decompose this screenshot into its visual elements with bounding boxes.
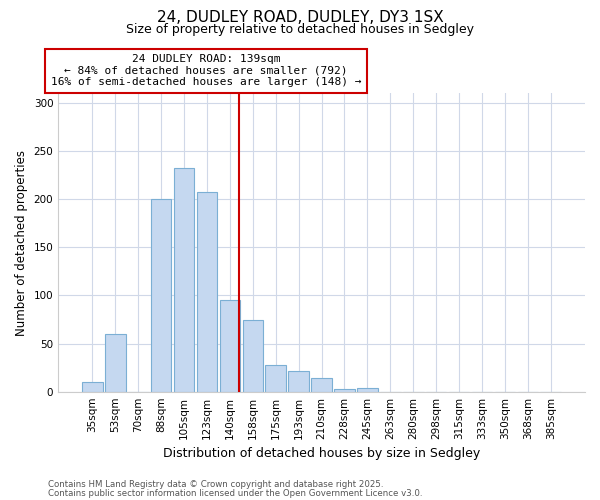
Bar: [242, 320, 263, 392]
Bar: [311, 378, 332, 392]
Bar: [289, 370, 309, 392]
Bar: [357, 388, 378, 392]
X-axis label: Distribution of detached houses by size in Sedgley: Distribution of detached houses by size …: [163, 447, 480, 460]
Text: Contains HM Land Registry data © Crown copyright and database right 2025.: Contains HM Land Registry data © Crown c…: [48, 480, 383, 489]
Bar: [265, 364, 286, 392]
Bar: [197, 192, 217, 392]
Text: 24, DUDLEY ROAD, DUDLEY, DY3 1SX: 24, DUDLEY ROAD, DUDLEY, DY3 1SX: [157, 10, 443, 25]
Bar: [105, 334, 125, 392]
Bar: [334, 389, 355, 392]
Bar: [82, 382, 103, 392]
Text: Size of property relative to detached houses in Sedgley: Size of property relative to detached ho…: [126, 22, 474, 36]
Text: Contains public sector information licensed under the Open Government Licence v3: Contains public sector information licen…: [48, 488, 422, 498]
Y-axis label: Number of detached properties: Number of detached properties: [15, 150, 28, 336]
Text: 24 DUDLEY ROAD: 139sqm
← 84% of detached houses are smaller (792)
16% of semi-de: 24 DUDLEY ROAD: 139sqm ← 84% of detached…: [51, 54, 361, 88]
Bar: [220, 300, 240, 392]
Bar: [174, 168, 194, 392]
Bar: [151, 199, 172, 392]
